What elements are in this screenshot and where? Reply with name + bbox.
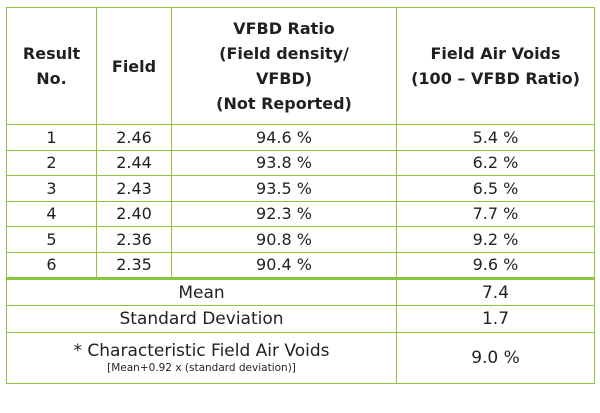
characteristic-label-cell: * Characteristic Field Air Voids [Mean+0… — [6, 332, 397, 384]
voids-cell: 7.7 % — [396, 200, 595, 227]
voids-cell: 5.4 % — [396, 124, 595, 151]
result-no-cell: 2 — [6, 149, 97, 176]
result-no-cell: 6 — [6, 251, 97, 279]
std-dev-label: Standard Deviation — [6, 305, 397, 333]
air-voids-table-container: Result No. Field VFBD Ratio (Field densi… — [6, 7, 595, 384]
field-cell: 2.36 — [96, 226, 172, 253]
result-no-cell: 5 — [6, 226, 97, 253]
ratio-cell: 90.4 % — [171, 251, 397, 279]
std-dev-row: Standard Deviation 1.7 — [6, 305, 595, 333]
header-result-no: Result No. — [6, 7, 97, 125]
ratio-cell: 93.8 % — [171, 149, 397, 176]
ratio-cell: 92.3 % — [171, 200, 397, 227]
table-row: 6 2.35 90.4 % 9.6 % — [6, 251, 595, 279]
field-cell: 2.46 — [96, 124, 172, 151]
header-air-voids: Field Air Voids (100 – VFBD Ratio) — [396, 7, 595, 125]
mean-label: Mean — [6, 277, 397, 306]
table-row: 2 2.44 93.8 % 6.2 % — [6, 149, 595, 176]
result-no-cell: 1 — [6, 124, 97, 151]
table-row: 5 2.36 90.8 % 9.2 % — [6, 226, 595, 253]
characteristic-label: * Characteristic Field Air Voids — [73, 340, 330, 361]
characteristic-row: * Characteristic Field Air Voids [Mean+0… — [6, 332, 595, 384]
std-dev-value: 1.7 — [396, 305, 595, 333]
field-cell: 2.43 — [96, 175, 172, 202]
table-row: 4 2.40 92.3 % 7.7 % — [6, 200, 595, 227]
characteristic-formula: [Mean+0.92 x (standard deviation)] — [107, 361, 296, 374]
field-cell: 2.40 — [96, 200, 172, 227]
ratio-cell: 94.6 % — [171, 124, 397, 151]
mean-row: Mean 7.4 — [6, 277, 595, 306]
result-no-cell: 3 — [6, 175, 97, 202]
header-field: Field — [96, 7, 172, 125]
ratio-cell: 93.5 % — [171, 175, 397, 202]
ratio-cell: 90.8 % — [171, 226, 397, 253]
table-row: 1 2.46 94.6 % 5.4 % — [6, 124, 595, 151]
header-vfbd-ratio: VFBD Ratio (Field density/ VFBD) (Not Re… — [171, 7, 397, 125]
field-cell: 2.44 — [96, 149, 172, 176]
result-no-cell: 4 — [6, 200, 97, 227]
voids-cell: 9.2 % — [396, 226, 595, 253]
air-voids-table: Result No. Field VFBD Ratio (Field densi… — [6, 7, 595, 384]
table-row: 3 2.43 93.5 % 6.5 % — [6, 175, 595, 202]
characteristic-value: 9.0 % — [396, 332, 595, 384]
voids-cell: 6.2 % — [396, 149, 595, 176]
voids-cell: 9.6 % — [396, 251, 595, 279]
mean-value: 7.4 — [396, 277, 595, 306]
header-row: Result No. Field VFBD Ratio (Field densi… — [6, 7, 595, 125]
field-cell: 2.35 — [96, 251, 172, 279]
voids-cell: 6.5 % — [396, 175, 595, 202]
